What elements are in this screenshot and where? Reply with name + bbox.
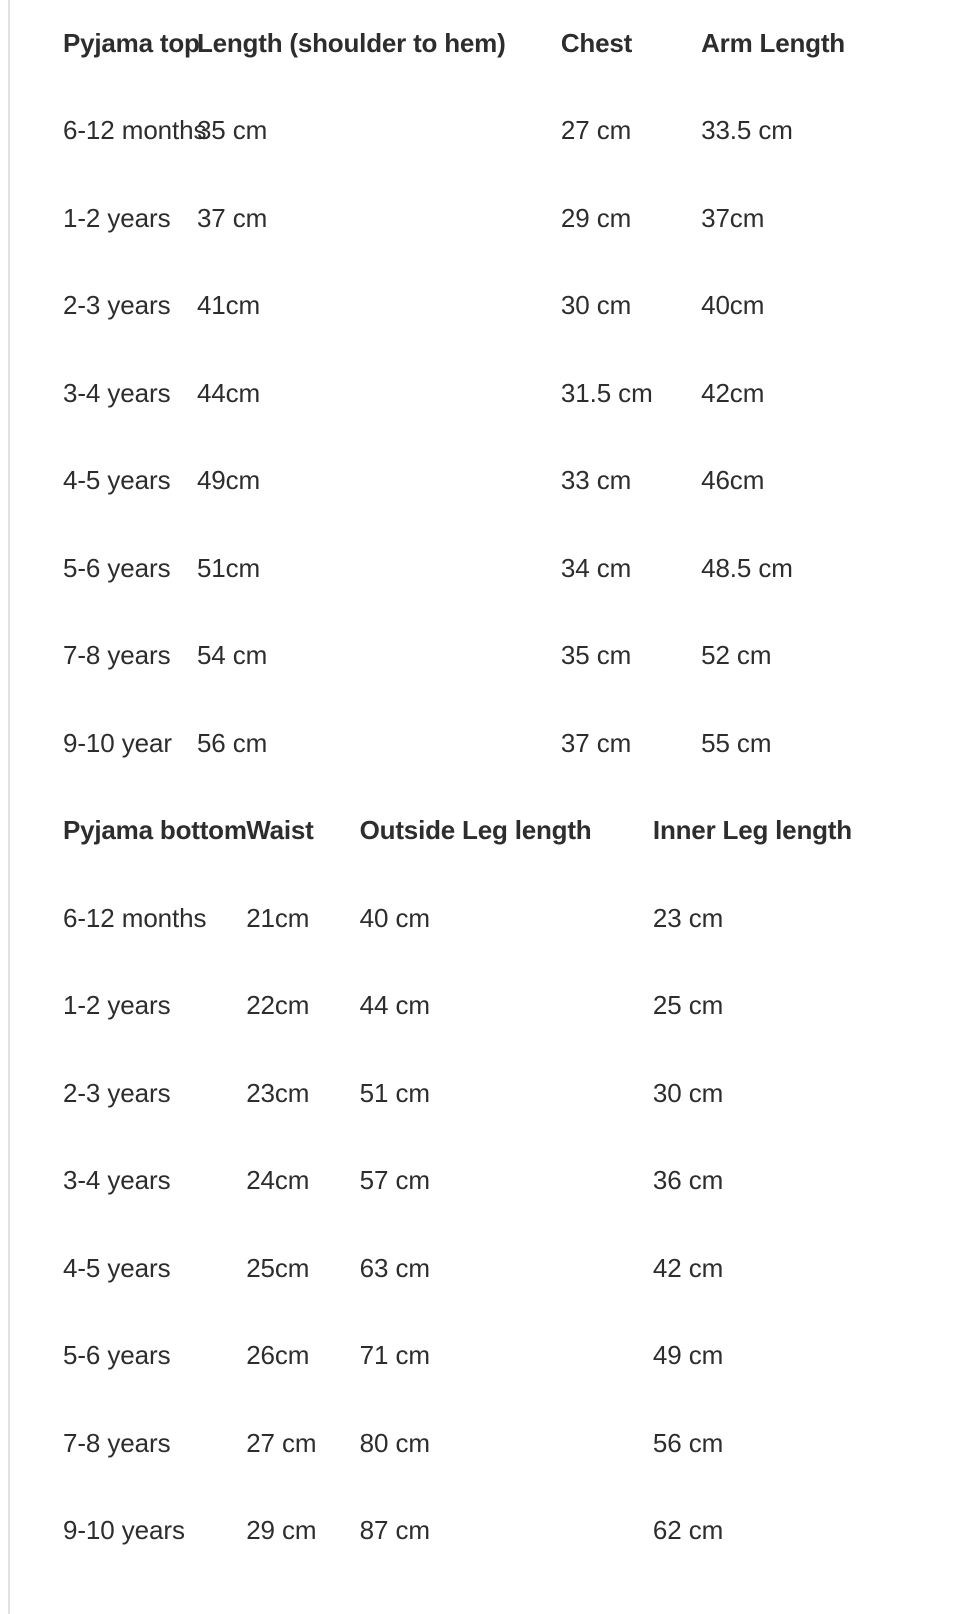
cell-inner-leg: 36 cm [652, 1165, 724, 1196]
cell-waist: 25cm [246, 1252, 310, 1283]
pyjama-top-size-table: Pyjama top Length (shoulder to hem) Ches… [0, 0, 958, 788]
cell-inner-leg: 62 cm [652, 1515, 724, 1546]
cell-arm-length: 55 cm [701, 727, 772, 758]
column-header-waist: Waist [246, 815, 314, 846]
table-row: 3-4 years 44cm 31.5 cm 42cm [0, 350, 958, 438]
cell-inner-leg: 42 cm [652, 1252, 724, 1283]
table-header-row: Pyjama bottom Waist Outside Leg length I… [0, 788, 958, 876]
cell-inner-leg: 49 cm [652, 1340, 724, 1371]
cell-length: 44cm [196, 377, 261, 408]
cell-length: 54 cm [196, 640, 268, 671]
cell-size: 6-12 months [63, 115, 207, 146]
cell-size: 6-12 months [63, 902, 207, 933]
cell-waist: 27 cm [246, 1427, 317, 1458]
cell-waist: 21cm [246, 902, 310, 933]
cell-outside-leg: 80 cm [359, 1427, 430, 1458]
table-row: 9-10 year 56 cm 37 cm 55 cm [0, 700, 958, 788]
column-header-chest: Chest [560, 27, 633, 58]
cell-arm-length: 46cm [701, 465, 765, 496]
column-header-inner-leg: Inner Leg length [652, 815, 852, 846]
cell-chest: 30 cm [560, 290, 632, 321]
cell-outside-leg: 87 cm [359, 1515, 430, 1546]
table-row: 6-12 months 21cm 40 cm 23 cm [0, 875, 958, 963]
cell-waist: 23cm [246, 1077, 310, 1108]
cell-length: 51cm [196, 552, 261, 583]
cell-length: 35 cm [196, 115, 268, 146]
cell-inner-leg: 25 cm [652, 990, 724, 1021]
table-row: 5-6 years 51cm 34 cm 48.5 cm [0, 525, 958, 613]
table-row: 2-3 years 23cm 51 cm 30 cm [0, 1050, 958, 1138]
cell-size: 3-4 years [63, 1165, 171, 1196]
pyjama-bottom-size-table: Pyjama bottom Waist Outside Leg length I… [0, 788, 958, 1576]
column-header-arm-length: Arm Length [701, 27, 845, 58]
table-row: 3-4 years 24cm 57 cm 36 cm [0, 1138, 958, 1226]
left-edge-rule [8, 0, 10, 1614]
table-row: 5-6 years 26cm 71 cm 49 cm [0, 1313, 958, 1401]
cell-outside-leg: 51 cm [359, 1077, 430, 1108]
cell-size: 2-3 years [63, 1077, 171, 1108]
table-header-row: Pyjama top Length (shoulder to hem) Ches… [0, 0, 958, 88]
cell-chest: 27 cm [560, 115, 632, 146]
cell-chest: 33 cm [560, 465, 632, 496]
cell-waist: 29 cm [246, 1515, 317, 1546]
table-row: 2-3 years 41cm 30 cm 40cm [0, 263, 958, 351]
cell-arm-length: 33.5 cm [701, 115, 793, 146]
cell-length: 49cm [196, 465, 261, 496]
cell-arm-length: 42cm [701, 377, 765, 408]
table-row: 9-10 years 29 cm 87 cm 62 cm [0, 1488, 958, 1576]
table-row: 4-5 years 49cm 33 cm 46cm [0, 438, 958, 526]
column-header-size: Pyjama bottom [63, 815, 247, 846]
cell-inner-leg: 23 cm [652, 902, 724, 933]
cell-chest: 29 cm [560, 202, 632, 233]
cell-size: 5-6 years [63, 1340, 171, 1371]
cell-size: 4-5 years [63, 1252, 171, 1283]
cell-chest: 34 cm [560, 552, 632, 583]
cell-chest: 31.5 cm [560, 377, 653, 408]
cell-chest: 37 cm [560, 727, 632, 758]
cell-inner-leg: 56 cm [652, 1427, 724, 1458]
cell-arm-length: 52 cm [701, 640, 772, 671]
cell-waist: 22cm [246, 990, 310, 1021]
cell-arm-length: 40cm [701, 290, 765, 321]
cell-size: 7-8 years [63, 640, 171, 671]
table-row: 7-8 years 27 cm 80 cm 56 cm [0, 1400, 958, 1488]
cell-size: 1-2 years [63, 990, 171, 1021]
table-row: 4-5 years 25cm 63 cm 42 cm [0, 1225, 958, 1313]
column-header-size: Pyjama top [63, 27, 200, 58]
cell-length: 56 cm [196, 727, 268, 758]
cell-outside-leg: 57 cm [359, 1165, 430, 1196]
table-row: 1-2 years 37 cm 29 cm 37cm [0, 175, 958, 263]
cell-length: 37 cm [196, 202, 268, 233]
cell-size: 7-8 years [63, 1427, 171, 1458]
cell-length: 41cm [196, 290, 261, 321]
cell-outside-leg: 63 cm [359, 1252, 430, 1283]
column-header-length: Length (shoulder to hem) [196, 27, 506, 58]
cell-size: 3-4 years [63, 377, 171, 408]
cell-size: 9-10 years [63, 1515, 185, 1546]
cell-size: 5-6 years [63, 552, 171, 583]
cell-outside-leg: 40 cm [359, 902, 430, 933]
cell-outside-leg: 44 cm [359, 990, 430, 1021]
table-row: 1-2 years 22cm 44 cm 25 cm [0, 963, 958, 1051]
table-row: 7-8 years 54 cm 35 cm 52 cm [0, 613, 958, 701]
cell-size: 4-5 years [63, 465, 171, 496]
cell-size: 9-10 year [63, 727, 172, 758]
column-header-outside-leg: Outside Leg length [359, 815, 592, 846]
cell-waist: 26cm [246, 1340, 310, 1371]
cell-arm-length: 37cm [701, 202, 765, 233]
cell-outside-leg: 71 cm [359, 1340, 430, 1371]
cell-size: 2-3 years [63, 290, 171, 321]
cell-size: 1-2 years [63, 202, 171, 233]
table-row: 6-12 months 35 cm 27 cm 33.5 cm [0, 88, 958, 176]
cell-inner-leg: 30 cm [652, 1077, 724, 1108]
cell-chest: 35 cm [560, 640, 632, 671]
size-chart-sheet: Pyjama top Length (shoulder to hem) Ches… [0, 0, 958, 1576]
cell-arm-length: 48.5 cm [701, 552, 793, 583]
cell-waist: 24cm [246, 1165, 310, 1196]
